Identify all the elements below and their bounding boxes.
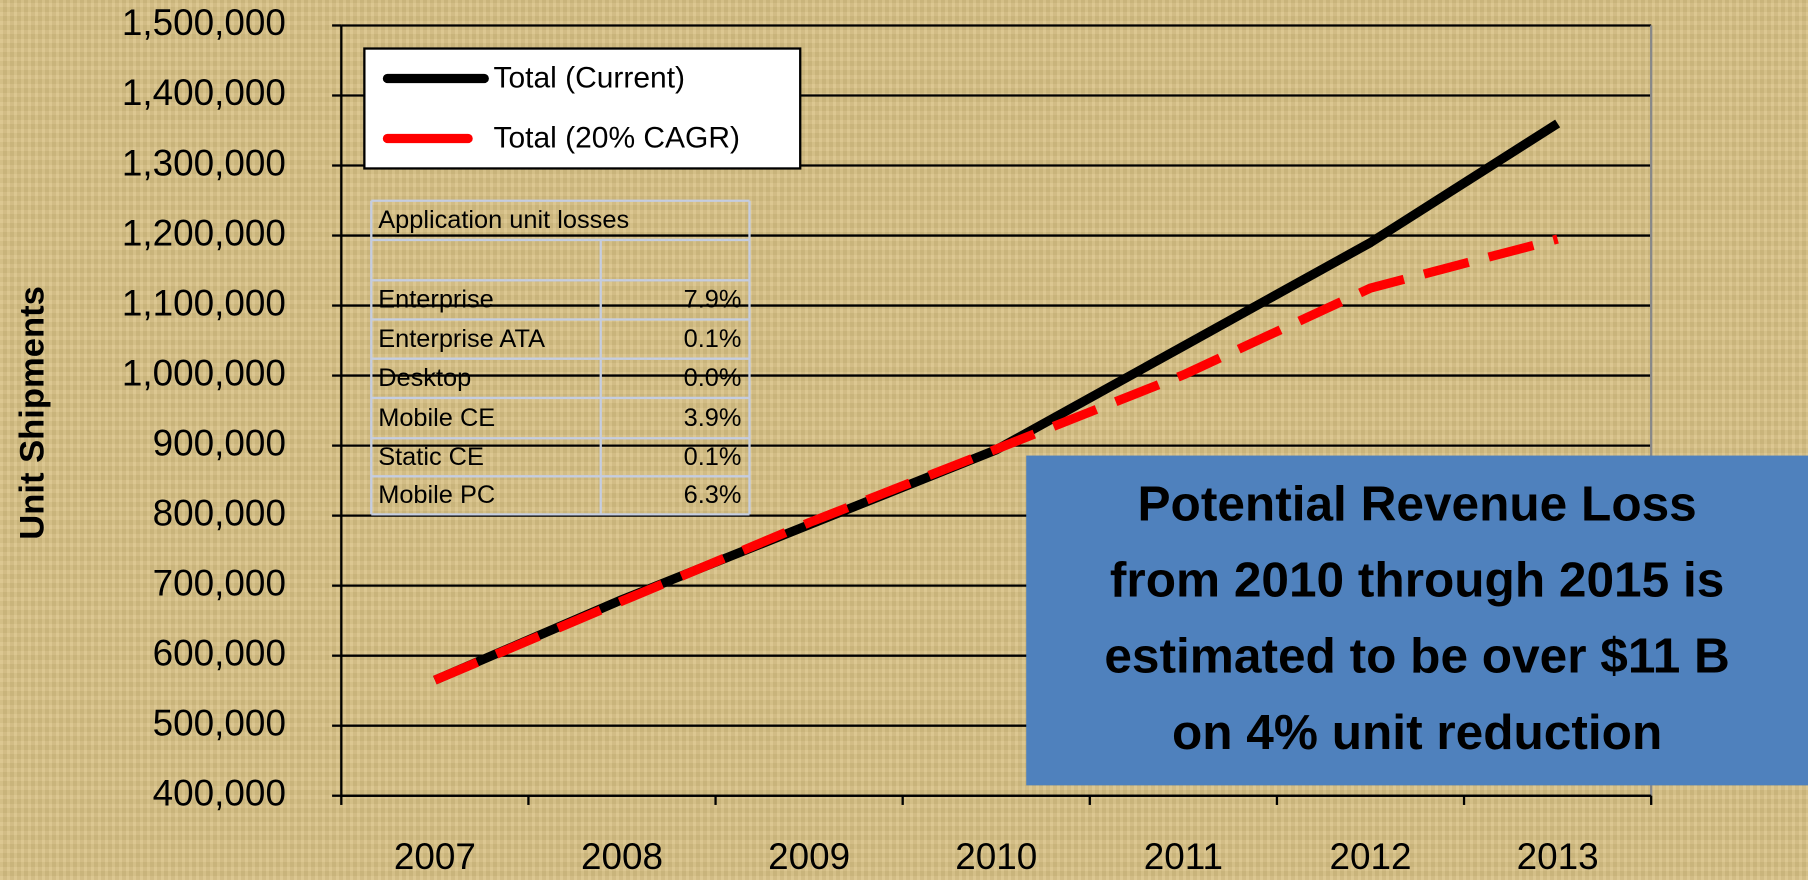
table-cell: 6.3% [684,481,742,509]
y-tick-label: 1,200,000 [122,212,286,253]
table-cell: 0.0% [684,364,742,392]
table-cell: 3.9% [684,404,742,432]
x-tick-label: 2007 [394,836,476,877]
table-cell: 0.1% [684,443,742,471]
y-tick-label: 500,000 [153,702,286,743]
y-tick-label: 600,000 [153,632,286,673]
y-tick-label: 900,000 [153,422,286,463]
table-cell: Mobile CE [378,404,495,432]
x-tick-label: 2010 [955,836,1037,877]
table-cell: 7.9% [684,286,742,314]
legend-box [363,47,802,170]
annotation-text: estimated to be over $11 B [1104,628,1729,684]
legend-label: Total (20% CAGR) [494,122,740,155]
table-cell: 0.1% [684,325,742,353]
annotation-text: Potential Revenue Loss [1137,476,1696,532]
x-tick-label: 2012 [1329,836,1411,877]
y-tick-label: 400,000 [153,772,286,813]
y-axis-label: Unit Shipments [14,286,52,540]
y-tick-label: 800,000 [153,492,286,533]
y-tick-label: 1,500,000 [122,2,286,43]
y-tick-label: 1,100,000 [122,282,286,323]
x-tick-label: 2011 [1144,836,1223,877]
series-line [433,234,1559,685]
annotation-text: on 4% unit reduction [1172,704,1662,760]
x-tick-label: 2008 [581,836,663,877]
legend-label: Total (Current) [494,62,686,95]
table-cell: Desktop [378,364,471,392]
x-tick-label: 2009 [768,836,850,877]
y-tick-label: 700,000 [153,562,286,603]
y-tick-label: 1,300,000 [122,142,286,183]
table-cell: Static CE [378,443,484,471]
x-tick-label: 2013 [1517,836,1599,877]
annotation-box [1026,455,1808,786]
y-tick-label: 1,400,000 [122,72,286,113]
table-cell: Mobile PC [378,481,495,509]
annotation-text: from 2010 through 2015 is [1110,552,1724,608]
y-tick-label: 1,000,000 [122,352,286,393]
table-title: Application unit losses [378,206,629,234]
table-cell: Enterprise [378,286,494,314]
table-cell: Enterprise ATA [378,325,545,353]
